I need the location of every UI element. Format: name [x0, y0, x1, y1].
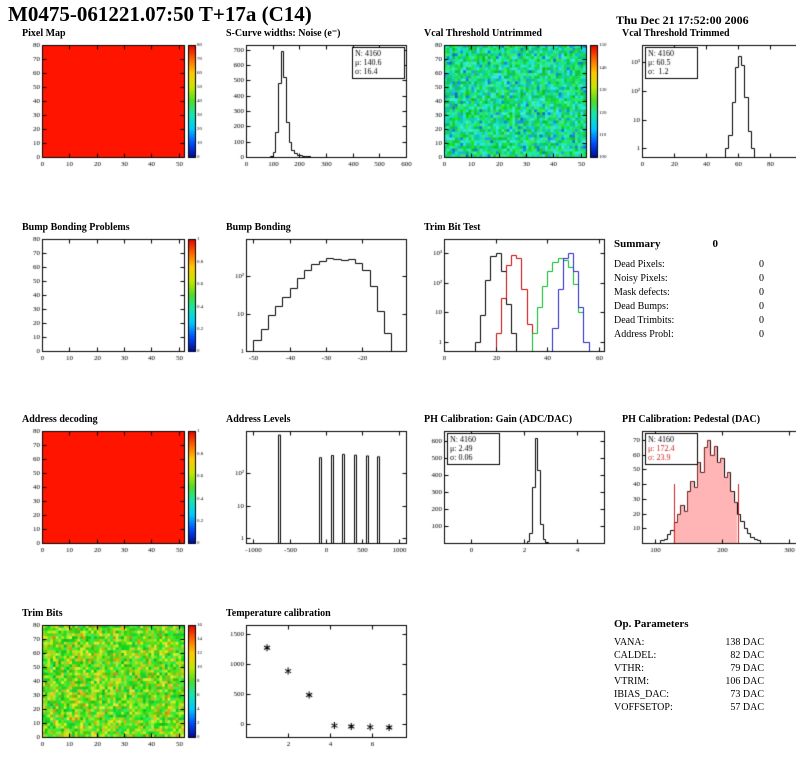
chart-title-pixel-map: Pixel Map — [22, 28, 66, 39]
op-parameters-title: Op. Parameters — [614, 618, 689, 630]
panel-scurve-noise: S-Curve widths: Noise (e⁻) — [220, 28, 416, 173]
summary-row: Noisy Pixels: 0 — [614, 272, 764, 286]
chart-title-temperature-calibration: Temperature calibration — [226, 608, 331, 619]
op-parameter-value: 73 DAC — [730, 689, 764, 700]
panel-bump-bonding: Bump Bonding — [220, 222, 416, 367]
summary-row-value: 0 — [759, 301, 764, 312]
summary-row: Dead Pixels: 0 — [614, 258, 764, 272]
panel-address-levels: Address Levels — [220, 414, 416, 559]
chart-title-address-decoding: Address decoding — [22, 414, 98, 425]
summary-header: Summary 0 — [614, 238, 764, 250]
temperature-calibration-chart — [220, 621, 416, 753]
op-parameters-block: Op. Parameters VANA: 138 DAC CALDEL: 82 … — [614, 618, 764, 714]
ph-gain-chart — [418, 427, 614, 559]
summary-row: Address Probl: 0 — [614, 328, 764, 342]
summary-row-label: Dead Trimbits: — [614, 315, 675, 326]
ph-pedestal-chart — [616, 427, 796, 559]
op-parameter-label: VANA: — [614, 637, 645, 648]
op-parameter-label: CALDEL: — [614, 650, 657, 661]
summary-title: Summary — [614, 238, 661, 250]
address-levels-chart — [220, 427, 416, 559]
summary-row-value: 0 — [759, 315, 764, 326]
page-title: M0475-061221.07:50 T+17a (C14) — [8, 2, 312, 26]
op-parameter-value: 79 DAC — [730, 663, 764, 674]
bump-problems-chart — [16, 235, 212, 367]
chart-title-trim-bits: Trim Bits — [22, 608, 63, 619]
panel-vcal-trimmed: Vcal Threshold Trimmed — [616, 28, 796, 173]
panel-ph-pedestal: PH Calibration: Pedestal (DAC) — [616, 414, 796, 559]
chart-title-vcal-untrimmed: Vcal Threshold Untrimmed — [424, 28, 542, 39]
vcal-trimmed-chart — [616, 41, 796, 173]
summary-row-value: 0 — [759, 287, 764, 298]
panel-address-decoding: Address decoding — [16, 414, 212, 559]
trim-bit-test-chart — [418, 235, 614, 367]
panel-ph-gain: PH Calibration: Gain (ADC/DAC) — [418, 414, 614, 559]
chart-title-ph-gain: PH Calibration: Gain (ADC/DAC) — [424, 414, 573, 425]
panel-trim-bits: Trim Bits — [16, 608, 212, 753]
summary-block: Summary 0 Dead Pixels: 0 Noisy Pixels: 0… — [614, 238, 764, 342]
address-decoding-chart — [16, 427, 212, 559]
op-parameter-label: VTRIM: — [614, 676, 649, 687]
summary-row: Dead Bumps: 0 — [614, 300, 764, 314]
summary-row-label: Address Probl: — [614, 329, 674, 340]
panel-bump-problems: Bump Bonding Problems — [16, 222, 212, 367]
summary-row-label: Dead Bumps: — [614, 301, 669, 312]
op-parameter-row: VTRIM: 106 DAC — [614, 675, 764, 688]
op-parameter-value: 82 DAC — [730, 650, 764, 661]
op-parameter-label: VOFFSETOP: — [614, 702, 673, 713]
op-parameter-label: IBIAS_DAC: — [614, 689, 670, 700]
summary-row-value: 0 — [759, 273, 764, 284]
panel-vcal-untrimmed: Vcal Threshold Untrimmed — [418, 28, 614, 173]
chart-title-bump-problems: Bump Bonding Problems — [22, 222, 130, 233]
chart-title-ph-pedestal: PH Calibration: Pedestal (DAC) — [622, 414, 761, 425]
summary-row-label: Dead Pixels: — [614, 259, 665, 270]
summary-row-label: Mask defects: — [614, 287, 670, 298]
summary-row-value: 0 — [759, 329, 764, 340]
chart-title-vcal-trimmed: Vcal Threshold Trimmed — [622, 28, 730, 39]
scurve-noise-chart — [220, 41, 416, 173]
chart-title-scurve-noise: S-Curve widths: Noise (e⁻) — [226, 28, 341, 39]
op-parameter-label: VTHR: — [614, 663, 644, 674]
summary-row-label: Noisy Pixels: — [614, 273, 668, 284]
summary-row: Dead Trimbits: 0 — [614, 314, 764, 328]
trim-bits-chart — [16, 621, 212, 753]
timestamp: Thu Dec 21 17:52:00 2006 — [616, 13, 749, 27]
chart-title-trim-bit-test: Trim Bit Test — [424, 222, 481, 233]
chart-title-bump-bonding: Bump Bonding — [226, 222, 291, 233]
pixel-map-chart — [16, 41, 212, 173]
op-parameter-value: 106 DAC — [725, 676, 764, 687]
op-parameter-row: VOFFSETOP: 57 DAC — [614, 701, 764, 714]
op-parameter-row: IBIAS_DAC: 73 DAC — [614, 688, 764, 701]
op-parameter-row: CALDEL: 82 DAC — [614, 649, 764, 662]
panel-temperature-calibration: Temperature calibration — [220, 608, 416, 753]
op-parameter-row: VANA: 138 DAC — [614, 636, 764, 649]
chart-title-address-levels: Address Levels — [226, 414, 291, 425]
vcal-untrimmed-chart — [418, 41, 614, 173]
summary-row-value: 0 — [759, 259, 764, 270]
summary-row: Mask defects: 0 — [614, 286, 764, 300]
op-parameter-value: 138 DAC — [725, 637, 764, 648]
panel-pixel-map: Pixel Map — [16, 28, 212, 173]
op-parameters-header: Op. Parameters — [614, 618, 764, 630]
panel-trim-bit-test: Trim Bit Test — [418, 222, 614, 367]
op-parameter-row: VTHR: 79 DAC — [614, 662, 764, 675]
bump-bonding-chart — [220, 235, 416, 367]
op-parameter-value: 57 DAC — [730, 702, 764, 713]
summary-total: 0 — [712, 238, 718, 250]
